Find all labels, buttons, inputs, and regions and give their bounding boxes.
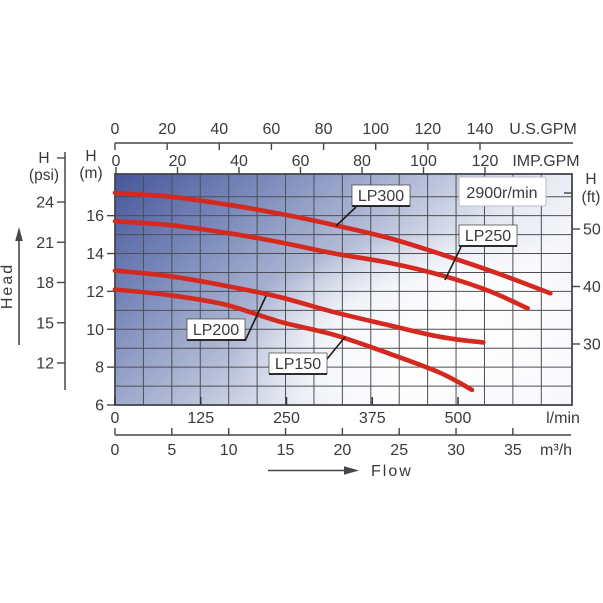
curve-callout-LP150: LP150 [268, 336, 346, 375]
imp-gpm-tick-label: 0 [112, 153, 121, 170]
curve-LP250 [112, 219, 530, 311]
head-ft-tick-label: 50 [583, 222, 601, 239]
head-ft-axis-h: H [585, 171, 596, 188]
curve-callout-LP200: LP200 [186, 295, 267, 342]
head-axis-title: Head [0, 263, 16, 309]
lmin-tick-label: 0 [111, 410, 120, 427]
head-arrow-head-icon [15, 227, 23, 241]
curve-callout-LP300: LP300 [335, 184, 411, 227]
m3h-tick-label: 35 [504, 442, 522, 459]
plot-grid-layer [57, 142, 580, 436]
us-gpm-tick-label: 120 [415, 121, 442, 138]
lmin-tick-label: 250 [273, 410, 300, 427]
m3h-tick-label: 20 [333, 442, 351, 459]
curve-callout-LP250: LP250 [444, 224, 518, 281]
us-gpm-tick-label: 0 [111, 121, 120, 138]
us-gpm-tick-label: 40 [210, 121, 228, 138]
head-m-tick-label: 8 [95, 360, 104, 377]
head-psi-tick-label: 15 [36, 315, 54, 332]
lmin-axis-label: l/min [546, 410, 580, 427]
curve-LP200 [112, 268, 486, 345]
imp-gpm-tick-label: 80 [353, 153, 371, 170]
head-psi-tick-label: 24 [36, 195, 54, 212]
m3h-axis-label: m³/h [540, 442, 572, 459]
us-gpm-tick-label: 80 [315, 121, 333, 138]
head-ft-tick-label: 30 [583, 337, 601, 354]
flow-axis-title: Flow [371, 463, 413, 480]
curve-LP150 [112, 287, 475, 393]
curve-callouts-layer: LP300 LP250 LP200 LP150 [186, 184, 518, 375]
callout-leader-line [326, 336, 346, 360]
callout-label: LP200 [193, 322, 239, 339]
m3h-tick-label: 5 [167, 442, 176, 459]
head-m-tick-label: 10 [86, 322, 104, 339]
imp-gpm-tick-label: 40 [230, 153, 248, 170]
head-psi-axis-h: H [38, 150, 49, 167]
head-ft-axis-unit: (ft) [582, 189, 601, 206]
imp-gpm-tick-label: 60 [292, 153, 310, 170]
callout-leader-line [444, 246, 462, 281]
lmin-tick-label: 500 [445, 410, 472, 427]
us-gpm-axis-label: U.S.GPM [509, 121, 577, 138]
imp-gpm-tick-label: 120 [472, 153, 499, 170]
rpm-label: 2900r/min [466, 185, 537, 202]
head-m-axis-h: H [85, 148, 96, 165]
m3h-tick-label: 0 [111, 442, 120, 459]
us-gpm-tick-label: 140 [467, 121, 494, 138]
rpm-badge: 2900r/min [458, 176, 547, 207]
head-m-tick-label: 12 [86, 284, 104, 301]
rpm-badge-box [458, 176, 547, 207]
lmin-tick-label: 125 [187, 410, 214, 427]
us-gpm-tick-label: 100 [362, 121, 389, 138]
head-psi-tick-label: 18 [36, 275, 54, 292]
head-direction: Head [0, 227, 23, 345]
callout-leader-line [244, 295, 267, 342]
head-m-tick-label: 16 [86, 208, 104, 225]
head-m-axis-unit: (m) [79, 165, 102, 182]
head-psi-tick-label: 12 [36, 356, 54, 373]
callout-label: LP300 [358, 188, 404, 205]
imp-gpm-axis-label: IMP.GPM [512, 153, 579, 170]
flow-arrow-head-icon [344, 466, 359, 475]
callout-label: LP150 [275, 356, 321, 373]
imp-gpm-tick-label: 100 [410, 153, 437, 170]
m3h-tick-label: 25 [390, 442, 408, 459]
head-m-tick-label: 14 [86, 246, 104, 263]
m3h-tick-label: 30 [447, 442, 465, 459]
head-psi-tick-label: 21 [36, 235, 54, 252]
flow-direction: Flow [268, 463, 413, 480]
imp-gpm-tick-label: 20 [169, 153, 187, 170]
curve-LP300 [112, 190, 553, 296]
head-ft-tick-label: 40 [583, 279, 601, 296]
callout-label: LP250 [465, 228, 511, 245]
plot-background-glow [115, 174, 572, 405]
m3h-tick-label: 10 [220, 442, 238, 459]
head-psi-axis-unit: (psi) [29, 167, 59, 184]
m3h-tick-label: 15 [277, 442, 295, 459]
lmin-tick-label: 375 [359, 410, 386, 427]
head-m-tick-label: 6 [95, 398, 104, 415]
callout-leader-line [335, 206, 357, 227]
pump-curves-layer [112, 190, 553, 393]
us-gpm-tick-label: 60 [263, 121, 281, 138]
us-gpm-tick-label: 20 [158, 121, 176, 138]
